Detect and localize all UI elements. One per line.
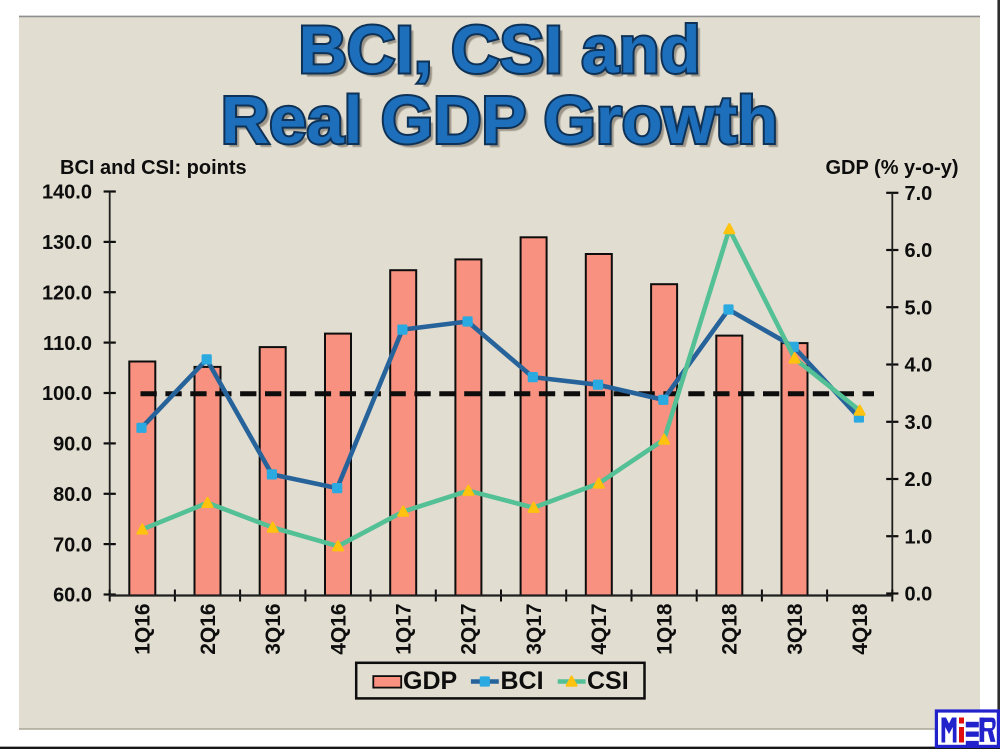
svg-text:BCI, CSI and: BCI, CSI and	[302, 17, 704, 92]
svg-text:BCI and CSI: points: BCI and CSI: points	[60, 157, 247, 179]
svg-text:70.0: 70.0	[53, 534, 92, 556]
svg-text:1.0: 1.0	[905, 527, 933, 549]
svg-text:GDP (% y-o-y): GDP (% y-o-y)	[826, 157, 959, 179]
svg-text:4Q17: 4Q17	[588, 603, 611, 654]
svg-text:80.0: 80.0	[53, 484, 92, 506]
svg-text:Real GDP Growth: Real GDP Growth	[221, 83, 778, 158]
svg-text:60.0: 60.0	[53, 585, 92, 607]
svg-text:CSI: CSI	[587, 667, 629, 695]
svg-text:3Q16: 3Q16	[262, 603, 285, 654]
svg-text:4Q18: 4Q18	[849, 603, 872, 655]
svg-text:2Q18: 2Q18	[719, 603, 742, 655]
svg-text:3Q17: 3Q17	[523, 603, 546, 654]
svg-text:0.0: 0.0	[905, 584, 933, 606]
svg-text:7.0: 7.0	[905, 183, 933, 205]
svg-text:1Q16: 1Q16	[132, 603, 155, 654]
svg-text:130.0: 130.0	[42, 232, 92, 254]
svg-text:5.0: 5.0	[905, 297, 933, 319]
svg-text:2Q17: 2Q17	[458, 603, 481, 654]
svg-text:6.0: 6.0	[905, 240, 933, 262]
svg-text:2Q16: 2Q16	[197, 603, 220, 654]
svg-text:2.0: 2.0	[905, 469, 933, 491]
svg-text:BCI: BCI	[501, 667, 544, 695]
svg-text:90.0: 90.0	[53, 434, 92, 456]
svg-text:1Q18: 1Q18	[653, 603, 676, 655]
svg-text:4Q16: 4Q16	[327, 603, 350, 654]
svg-text:BCI, CSI and: BCI, CSI and	[298, 13, 700, 88]
svg-text:120.0: 120.0	[42, 282, 92, 304]
svg-text:100.0: 100.0	[42, 383, 92, 405]
svg-text:GDP: GDP	[403, 667, 457, 695]
svg-text:4.0: 4.0	[905, 355, 933, 377]
svg-text:1Q17: 1Q17	[393, 603, 416, 654]
svg-text:Real GDP Growth: Real GDP Growth	[225, 87, 782, 162]
svg-text:3.0: 3.0	[905, 412, 933, 434]
svg-text:3Q18: 3Q18	[784, 603, 807, 655]
svg-text:140.0: 140.0	[42, 182, 92, 204]
svg-text:110.0: 110.0	[43, 333, 92, 355]
